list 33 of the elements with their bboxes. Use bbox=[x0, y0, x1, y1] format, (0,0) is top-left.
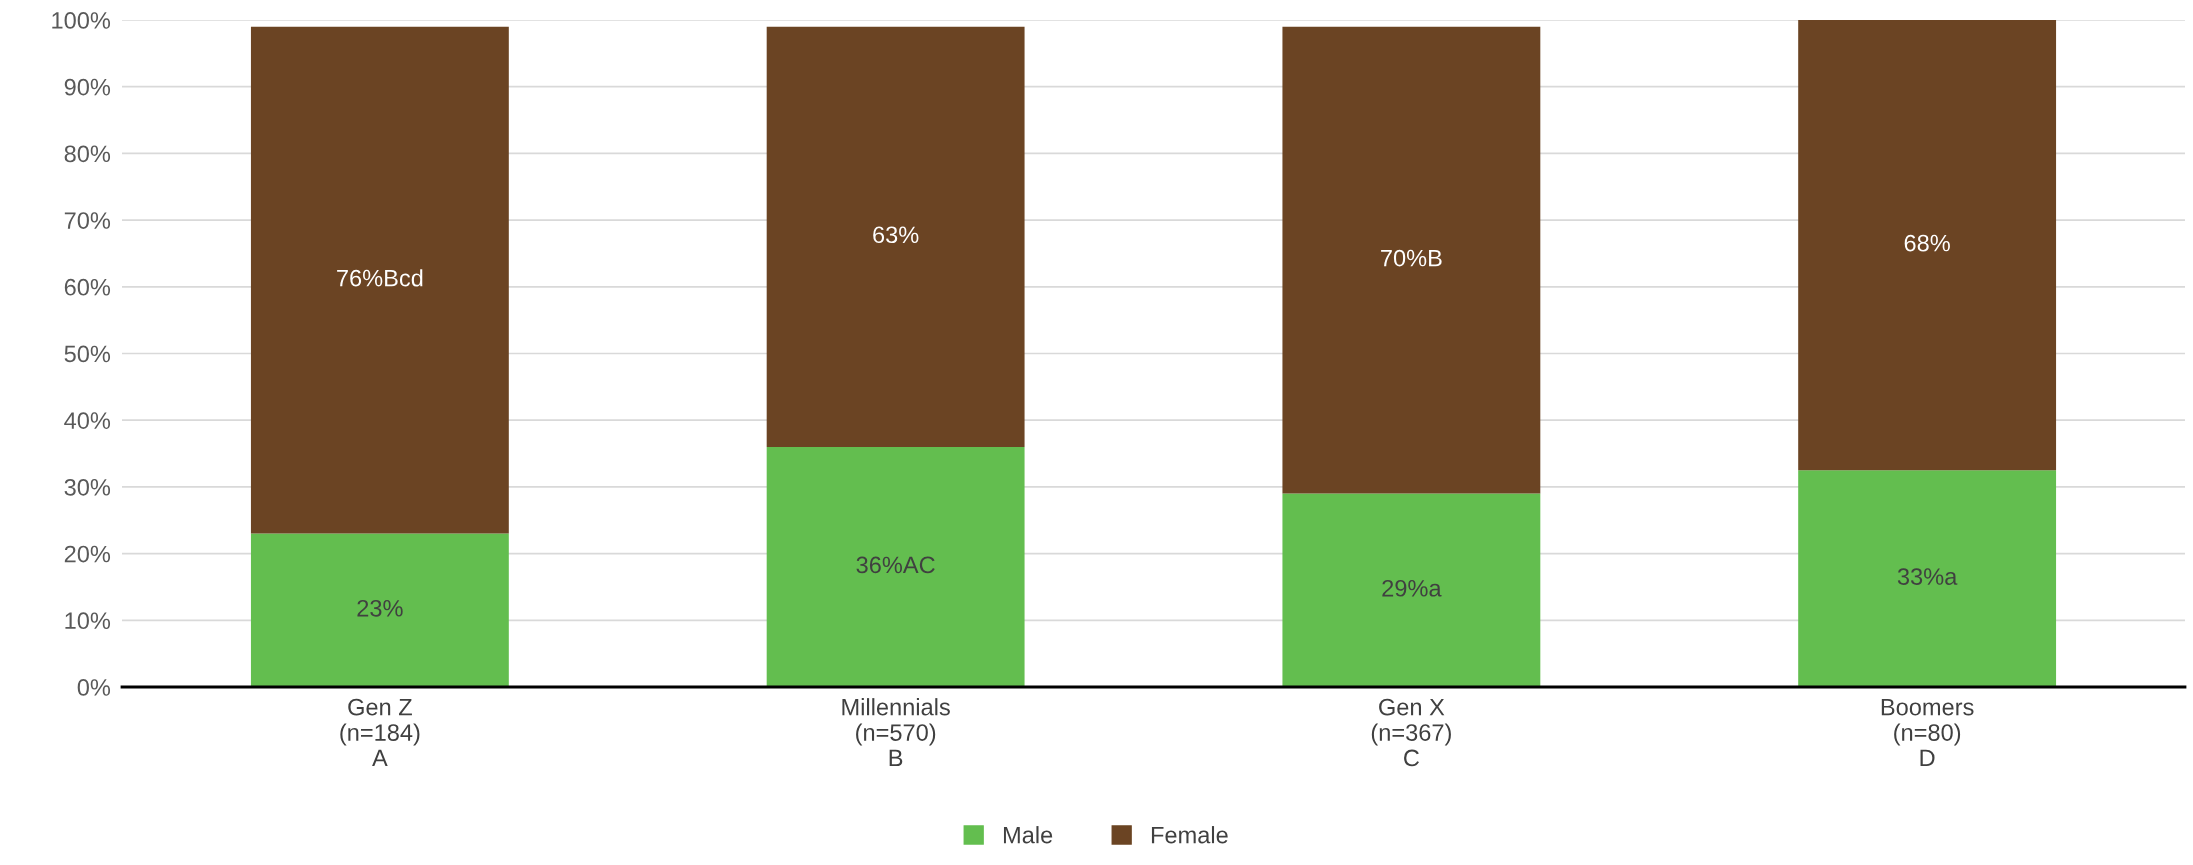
bar bbox=[1282, 26, 1541, 494]
bar bbox=[1282, 493, 1541, 687]
y-tick-label: 60% bbox=[64, 278, 111, 296]
x-tick-label: Gen Z (n=184) A bbox=[340, 698, 420, 767]
y-tick-label: 10% bbox=[65, 612, 111, 630]
y-tick-label: 20% bbox=[64, 545, 111, 563]
y-tick-label: 50% bbox=[64, 345, 111, 363]
data-label: 33%a bbox=[1897, 568, 1958, 585]
y-tick-label: 40% bbox=[64, 412, 111, 429]
y-tick-label: 70% bbox=[64, 212, 111, 229]
data-label: 76%Bcd bbox=[337, 269, 423, 287]
x-tick-label: Millennials (n=570) B bbox=[842, 698, 950, 767]
data-label: 23% bbox=[357, 599, 403, 617]
bar bbox=[1798, 470, 2057, 687]
bar bbox=[766, 446, 1025, 687]
y-tick-label: 100% bbox=[52, 12, 111, 29]
bar bbox=[250, 533, 509, 687]
bar bbox=[766, 26, 1025, 447]
bar bbox=[1798, 20, 2057, 471]
legend-label: Female bbox=[1151, 826, 1228, 844]
data-label: 36%AC bbox=[856, 556, 935, 574]
data-label: 63% bbox=[873, 226, 919, 244]
y-tick-label: 0% bbox=[77, 679, 111, 696]
bar bbox=[250, 26, 509, 534]
data-label: 68% bbox=[1904, 234, 1950, 252]
y-tick-label: 80% bbox=[64, 145, 111, 163]
data-label: 29%a bbox=[1382, 579, 1442, 597]
legend-label: Male bbox=[1003, 826, 1053, 844]
y-tick-label: 90% bbox=[64, 78, 111, 96]
x-tick-label: Gen X (n=367) C bbox=[1371, 698, 1451, 767]
x-tick-label: Boomers (n=80) D bbox=[1881, 698, 1974, 767]
data-label: 70%B bbox=[1381, 249, 1442, 267]
y-tick-label: 30% bbox=[64, 478, 111, 496]
